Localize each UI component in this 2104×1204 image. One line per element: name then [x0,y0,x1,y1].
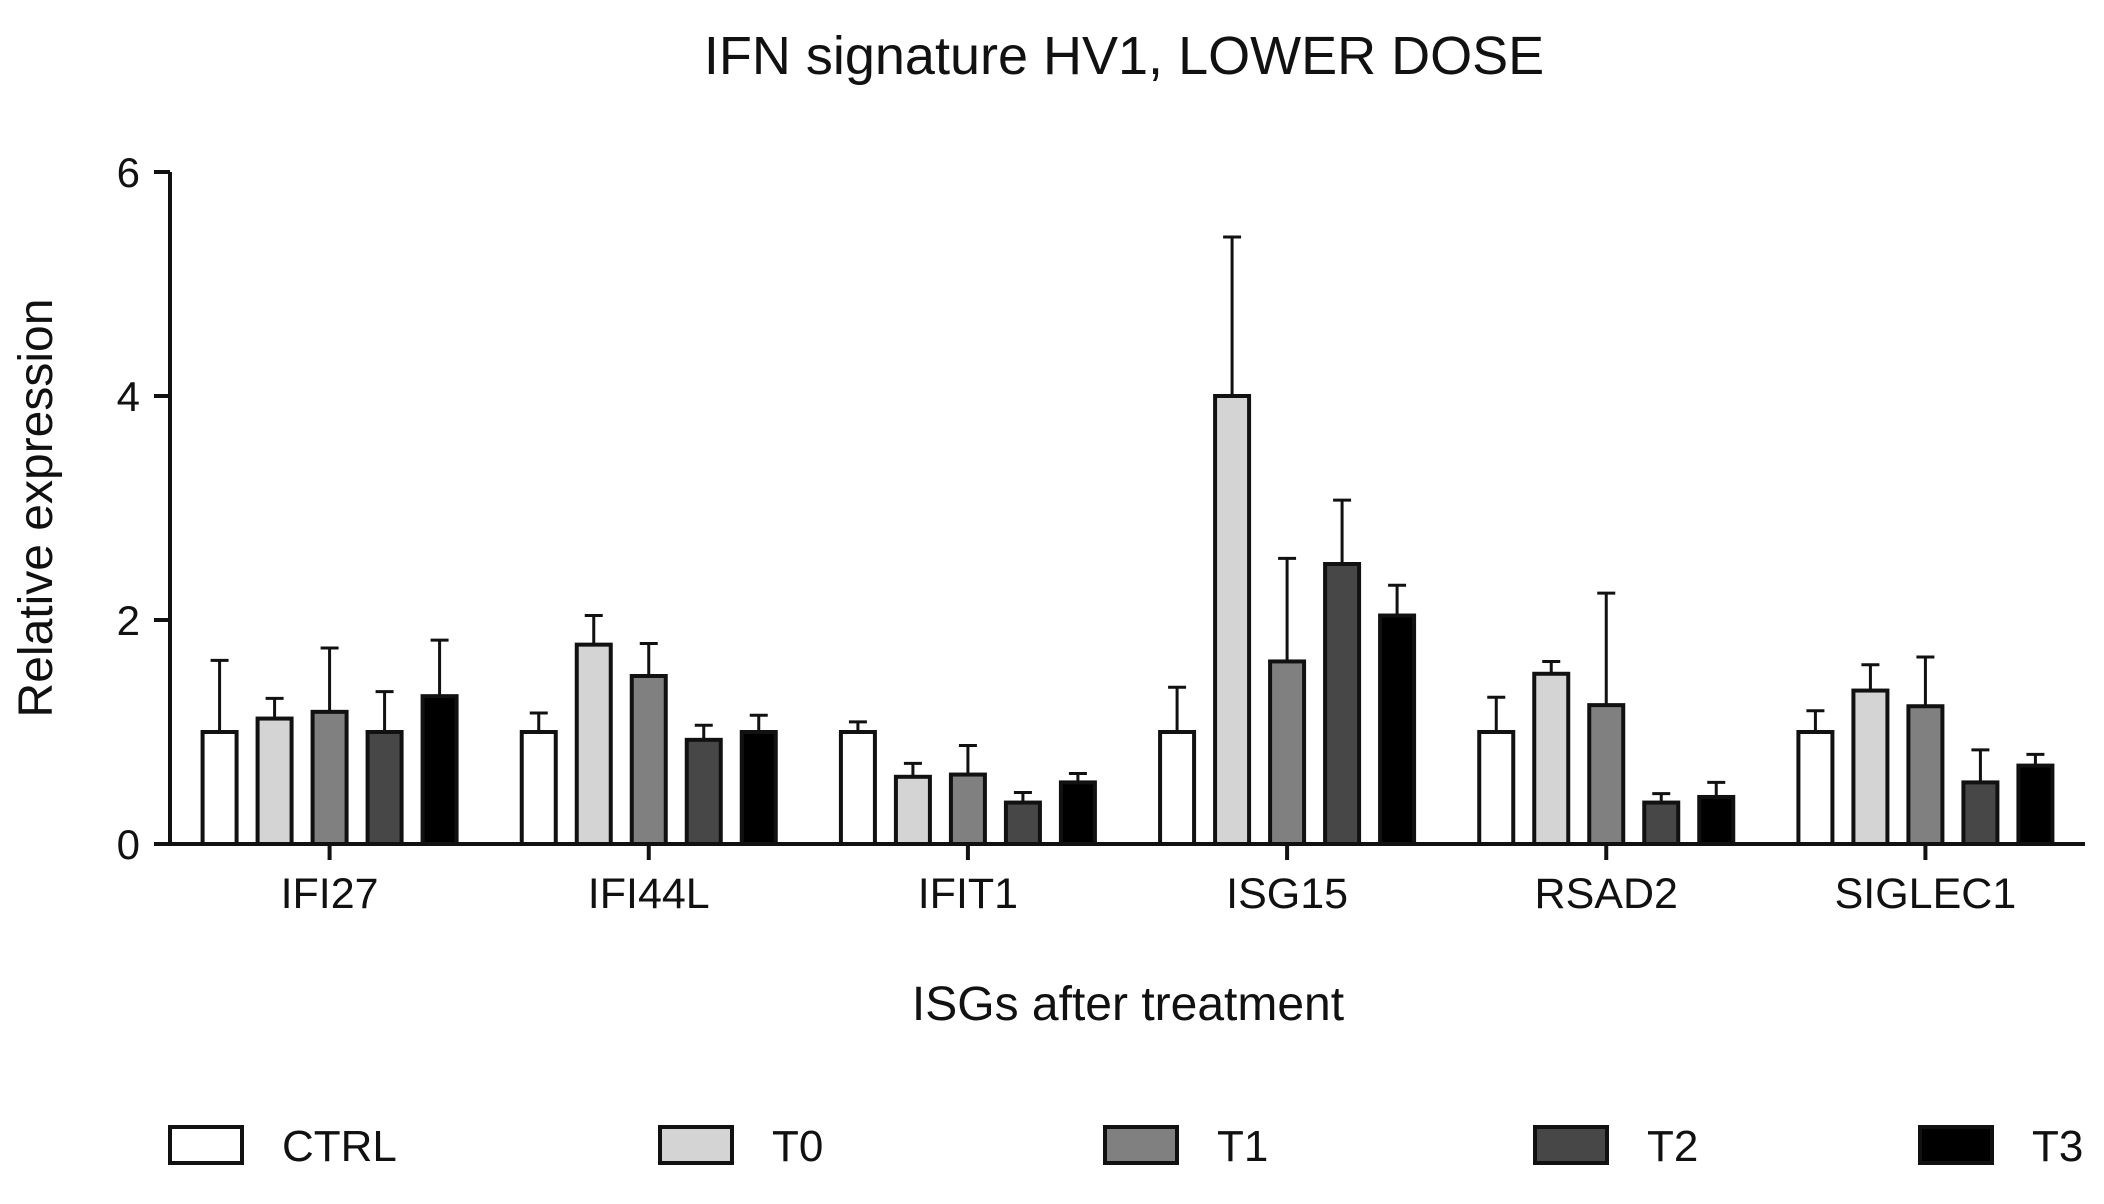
bar-t3-ifi27 [420,694,459,846]
bar-t2-isg15 [1323,562,1362,846]
bar-t0-siglec1 [1851,688,1890,846]
legend-label-t0: T0 [772,1122,823,1171]
bar-t1-ifi44l [629,674,668,846]
y-tick-label: 2 [117,597,140,644]
x-axis-label: ISGs after treatment [912,978,1344,1031]
x-tick-label-rsad2: RSAD2 [1535,870,1678,918]
chart-title: IFN signature HV1, LOWER DOSE [704,26,1544,86]
y-tick-label: 0 [117,821,140,868]
legend-swatch-t0 [658,1125,734,1165]
legend-label-t3: T3 [2032,1122,2083,1171]
x-tick-label-isg15: ISG15 [1226,870,1348,918]
x-tick-label-ifi27: IFI27 [281,870,379,918]
bar-ctrl-ifit1 [838,730,877,846]
y-axis: 0 2 4 6 [117,149,172,868]
y-axis-label: Relative expression [10,299,63,718]
x-tick-label-ifit1: IFIT1 [918,870,1018,918]
legend-label-ctrl: CTRL [282,1122,397,1171]
legend-swatch-t1 [1103,1125,1179,1165]
x-tick-label-ifi44l: IFI44L [588,870,710,918]
bar-t2-ifi27 [365,730,404,846]
legend-swatch-t3 [1918,1125,1994,1165]
y-tick-label: 4 [117,373,140,420]
bar-t2-ifi44l [684,737,723,847]
legend-label-t1: T1 [1217,1122,1268,1171]
bar-t3-rsad2 [1697,794,1736,847]
bar-series-group [200,235,2055,847]
bar-t0-ifi27 [255,716,294,846]
bar-t0-ifit1 [893,774,932,846]
bar-t2-ifit1 [1003,800,1042,846]
bar-t1-ifi27 [310,709,349,847]
bar-t1-isg15 [1268,659,1307,846]
bar-t0-ifi44l [574,642,613,847]
bar-t0-rsad2 [1532,671,1571,847]
legend-swatch-ctrl [168,1125,244,1165]
bar-t1-ifit1 [948,772,987,846]
bar-ctrl-ifi44l [519,730,558,846]
y-tick-label: 6 [117,149,140,196]
legend-label-t2: T2 [1647,1122,1698,1171]
legend-swatch-t2 [1533,1125,1609,1165]
bar-ctrl-ifi27 [200,730,239,846]
x-tick-label-siglec1: SIGLEC1 [1835,870,2017,918]
bar-t3-siglec1 [2016,763,2055,846]
bar-ctrl-rsad2 [1477,730,1516,846]
bar-t3-isg15 [1378,613,1417,847]
legend: CTRL T0 T1 T2 T3 [168,1122,2083,1171]
bar-t1-siglec1 [1906,704,1945,846]
bar-t0-isg15 [1213,394,1252,846]
x-axis: IFI27 IFI44L IFIT1 ISG15 RSAD2 SIGLEC1 [170,842,2085,918]
bar-t3-ifit1 [1058,780,1097,847]
bar-t1-rsad2 [1587,703,1626,846]
bar-t2-siglec1 [1961,780,2000,847]
bar-ctrl-isg15 [1158,730,1197,846]
bar-ctrl-siglec1 [1796,730,1835,846]
bar-t2-rsad2 [1642,800,1681,846]
bar-t3-ifi44l [739,730,778,846]
